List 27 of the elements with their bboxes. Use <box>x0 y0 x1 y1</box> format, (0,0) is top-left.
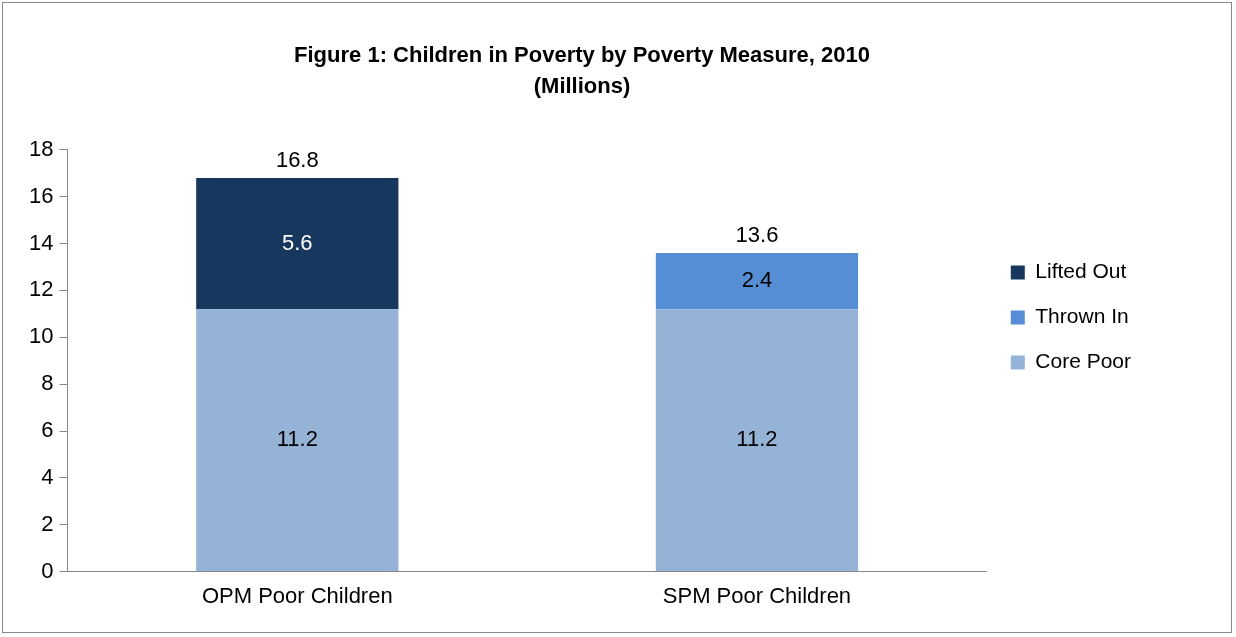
data-label: 11.2 <box>276 426 318 452</box>
y-tick-label: 12 <box>28 276 54 302</box>
bar <box>655 252 859 310</box>
y-tick-label: 4 <box>41 463 54 489</box>
legend-label: Core Poor <box>1035 349 1132 373</box>
data-label: 11.2 <box>736 426 778 452</box>
x-tick-label: SPM Poor Children <box>662 582 852 608</box>
y-tick-label: 0 <box>41 557 54 583</box>
chart-title: Figure 1: Children in Poverty by Poverty Measure, 2010 <box>294 42 870 68</box>
data-label: 2.4 <box>741 267 773 293</box>
y-tick-label: 16 <box>28 182 54 208</box>
data-label: 5.6 <box>282 229 313 255</box>
legend-label: Lifted Out <box>1035 259 1127 283</box>
y-tick-label: 2 <box>41 510 54 536</box>
y-tick-label: 10 <box>28 323 54 349</box>
bar <box>196 177 399 310</box>
chart-subtitle: (Millions) <box>533 72 631 98</box>
total-label: 16.8 <box>275 146 319 172</box>
x-tick-label: OPM Poor Children <box>201 582 393 608</box>
y-tick-label: 8 <box>41 370 54 396</box>
y-tick-label: 18 <box>28 135 54 161</box>
bar <box>196 309 399 572</box>
legend-label: Thrown In <box>1035 304 1129 328</box>
y-tick-label: 14 <box>28 229 54 255</box>
total-label: 13.6 <box>735 221 779 247</box>
bar <box>655 309 859 572</box>
y-tick-label: 6 <box>41 417 54 443</box>
